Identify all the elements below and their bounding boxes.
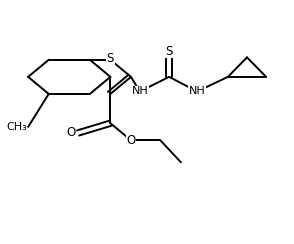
Text: CH₃: CH₃ <box>6 122 27 132</box>
Text: S: S <box>166 45 173 58</box>
Text: S: S <box>107 52 114 65</box>
Text: O: O <box>126 134 136 147</box>
Text: O: O <box>66 126 75 140</box>
Text: NH: NH <box>189 87 206 96</box>
Text: NH: NH <box>131 87 148 96</box>
